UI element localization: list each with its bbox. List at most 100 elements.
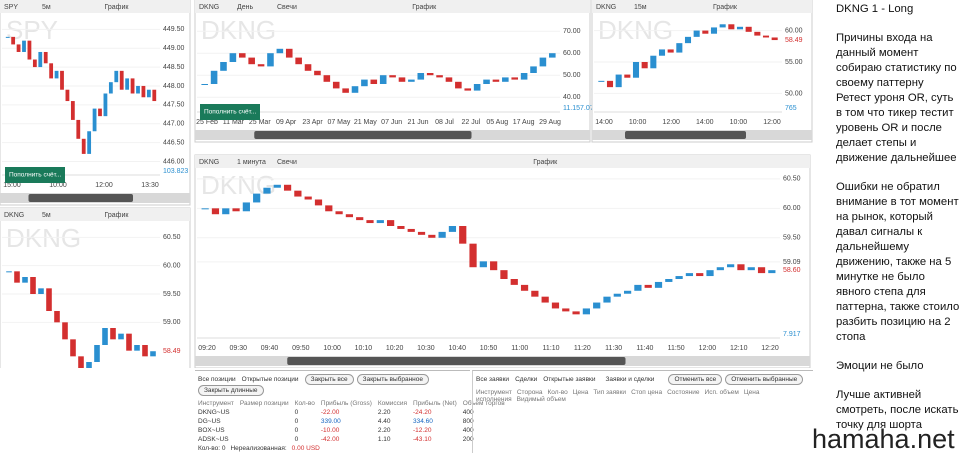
column-header: Цена bbox=[572, 389, 589, 396]
x-tick-label: 11:10 bbox=[543, 345, 560, 352]
button[interactable]: Закрыть все bbox=[304, 374, 354, 385]
candle bbox=[16, 44, 21, 52]
volume-label: 7.917 bbox=[783, 331, 801, 338]
button[interactable]: Отменить выбранные bbox=[725, 374, 804, 385]
x-tick-label: 10:10 bbox=[355, 345, 373, 352]
candle bbox=[32, 59, 37, 68]
toolbar-style: Свечи bbox=[277, 4, 297, 11]
candle bbox=[54, 311, 60, 323]
x-tick-label: 12:10 bbox=[730, 345, 748, 352]
candle bbox=[27, 40, 32, 60]
row[interactable]: ADSK~US 0 -42.00 1.10 -43.10 200 bbox=[195, 435, 508, 444]
positions-toolbar: Все позиции Открытые позиции Закрыть все За… bbox=[195, 371, 470, 399]
candle bbox=[490, 261, 498, 271]
tab[interactable]: Все заявки bbox=[476, 376, 510, 383]
deposit-button[interactable] bbox=[200, 104, 260, 120]
candle bbox=[593, 302, 601, 309]
cell: 400 bbox=[462, 409, 474, 416]
candle bbox=[81, 138, 86, 154]
candle bbox=[98, 108, 102, 117]
cell: 2.20 bbox=[377, 427, 391, 434]
candle bbox=[257, 64, 265, 67]
button[interactable]: Закрыть выбранное bbox=[356, 374, 429, 385]
candle bbox=[417, 231, 426, 235]
deposit-button[interactable] bbox=[5, 167, 65, 183]
candle bbox=[541, 296, 549, 303]
symbol-watermark: DKNG bbox=[598, 15, 673, 45]
volume-label: 765 bbox=[785, 105, 797, 112]
column-header: Видимый объем bbox=[516, 396, 566, 403]
candle bbox=[483, 79, 490, 84]
candle bbox=[379, 75, 387, 84]
toolbar-view: График bbox=[713, 4, 738, 11]
candle bbox=[436, 75, 443, 78]
x-tick-label: 22 Jul bbox=[462, 119, 481, 126]
candle bbox=[110, 328, 116, 340]
header-row: Инструмент Размер позиции Кол-во Прибыль (G… bbox=[195, 399, 508, 408]
tab[interactable]: Открытые позиции bbox=[241, 376, 299, 383]
y-tick-label: 60.00 bbox=[785, 27, 803, 34]
candle bbox=[685, 273, 694, 277]
footer-item: 0.00 USD bbox=[291, 445, 320, 452]
candle bbox=[92, 108, 97, 132]
y-tick-label: 59.50 bbox=[783, 235, 801, 242]
button[interactable]: Отменить все bbox=[668, 374, 723, 385]
candle bbox=[86, 362, 92, 368]
candle bbox=[632, 62, 640, 78]
note-paragraph: Ошибки не обратил внимание в тот момент … bbox=[836, 181, 960, 343]
candle bbox=[654, 281, 663, 288]
x-tick-label: 12:00 bbox=[95, 182, 113, 189]
symbol-watermark: DKNG bbox=[201, 170, 276, 200]
y-tick-label: 449.50 bbox=[163, 26, 185, 33]
candle bbox=[136, 85, 140, 94]
candle bbox=[220, 62, 227, 71]
x-tick-label: 29 Aug bbox=[539, 119, 561, 126]
candle bbox=[479, 261, 487, 268]
candle bbox=[728, 24, 735, 30]
candle bbox=[706, 270, 714, 277]
x-tick-label: 10:00 bbox=[730, 119, 748, 126]
deposit-button-label: Пополнить счёт... bbox=[9, 172, 62, 179]
candle bbox=[304, 64, 312, 71]
toolbar-symbol: DKNG bbox=[199, 4, 219, 11]
toolbar bbox=[195, 155, 810, 168]
tab[interactable]: Открытые заявки bbox=[543, 376, 596, 383]
candle bbox=[623, 290, 632, 294]
y-tick-label: 40.00 bbox=[563, 94, 581, 101]
candle bbox=[417, 73, 425, 80]
candle bbox=[448, 226, 457, 232]
row[interactable]: DKNG~US 0 -22.00 2.20 -24.20 400 bbox=[195, 408, 508, 417]
row[interactable]: BOX~US 0 -10.00 2.20 -12.20 400 bbox=[195, 426, 508, 435]
tab[interactable]: Сделки bbox=[515, 376, 538, 383]
candle bbox=[146, 89, 151, 98]
cell: -24.20 bbox=[413, 409, 432, 416]
candle bbox=[520, 284, 529, 291]
tab[interactable]: Все позиции bbox=[198, 376, 236, 383]
column-header: Исп. объем bbox=[704, 389, 739, 396]
button[interactable]: Закрыть длинные bbox=[198, 385, 264, 396]
y-tick-label: 50.00 bbox=[563, 72, 581, 79]
candle bbox=[14, 271, 20, 283]
volume-label: 11.157.073 bbox=[563, 105, 598, 112]
candle bbox=[5, 36, 10, 38]
x-tick-label: 09:40 bbox=[261, 345, 279, 352]
candle bbox=[273, 184, 281, 188]
cell: 0 bbox=[294, 409, 299, 416]
column-header: Кол-во bbox=[294, 400, 315, 407]
footer-item: Кол-во: 0 bbox=[198, 445, 226, 452]
candle bbox=[549, 53, 556, 58]
x-tick-label: 11:00 bbox=[511, 345, 528, 352]
cell: 200 bbox=[462, 436, 474, 443]
toolbar-interval: День bbox=[237, 4, 253, 11]
scroll-thumb bbox=[254, 131, 472, 139]
candle bbox=[263, 187, 271, 194]
candle bbox=[438, 231, 446, 238]
candle bbox=[684, 36, 692, 44]
candle bbox=[248, 57, 255, 65]
row[interactable]: DG~US 0 339.00 4.40 334.60 800 bbox=[195, 417, 508, 426]
column-header: Стоп цена bbox=[631, 389, 663, 396]
x-tick-label: 25 Mar bbox=[249, 119, 271, 126]
x-tick-label: 11:30 bbox=[605, 345, 622, 352]
cell bbox=[237, 408, 292, 417]
